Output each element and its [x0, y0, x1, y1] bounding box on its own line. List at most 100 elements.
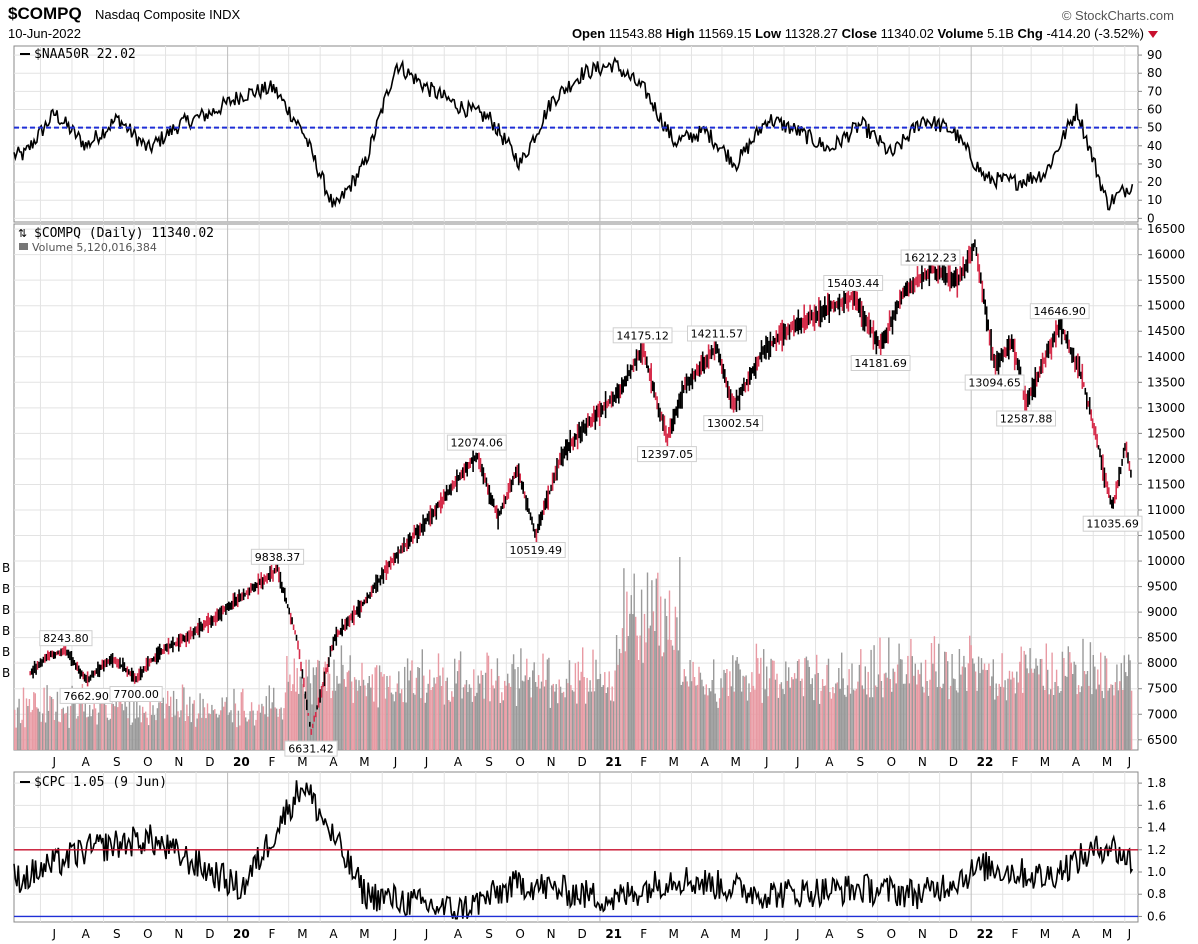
y-tick-label: 70 — [1147, 84, 1162, 98]
volume-bar — [682, 681, 684, 750]
volume-bar — [565, 678, 568, 750]
volume-bar — [381, 676, 384, 750]
volume-bar — [359, 685, 362, 750]
y-tick-label: 90 — [1147, 48, 1162, 62]
volume-bar — [352, 702, 354, 750]
volume-bar — [1019, 661, 1021, 750]
volume-bar — [571, 690, 574, 750]
y-tick-label: 50 — [1147, 121, 1162, 135]
volume-bar — [484, 672, 487, 750]
volume-bar — [196, 718, 198, 750]
x-tick-label: J — [764, 927, 769, 941]
volume-bar — [295, 691, 297, 750]
volume-bar — [999, 686, 1002, 750]
x-tick-label: A — [454, 927, 463, 941]
volume-bar — [252, 710, 254, 750]
volume-bar — [1029, 648, 1031, 750]
volume-bar — [218, 714, 220, 750]
volume-bar — [158, 702, 160, 750]
volume-bar — [498, 676, 500, 750]
y-tick-label: 1.6 — [1147, 798, 1166, 812]
volume-bar — [802, 696, 805, 750]
x-tick-label: 20 — [233, 755, 250, 769]
volume-bar — [180, 710, 182, 750]
open-label: Open — [571, 26, 606, 41]
volume-bar — [779, 684, 781, 750]
volume-bar — [733, 691, 735, 750]
volume-bar — [570, 685, 572, 750]
volume-bar — [517, 667, 519, 750]
volume-bar — [832, 687, 834, 750]
volume-bar — [595, 659, 597, 750]
volume-bar — [161, 703, 163, 750]
volume-bar — [399, 693, 401, 750]
volume-bar — [275, 708, 278, 750]
volume-bar — [886, 677, 888, 750]
volume-bar — [346, 672, 348, 750]
volume-bar — [373, 701, 375, 750]
volume-bar — [167, 690, 169, 750]
volume-bar — [745, 675, 747, 750]
volume-bar — [910, 638, 912, 750]
volume-bar — [1110, 684, 1112, 750]
volume-bar — [888, 637, 890, 750]
x-tick-label: 22 — [977, 927, 994, 941]
volume-bar — [740, 691, 743, 750]
volume-bar — [630, 595, 632, 750]
volume-bar — [546, 659, 549, 750]
volume-bar — [1095, 689, 1097, 750]
volume-bar — [580, 671, 582, 750]
volume-bar — [763, 649, 765, 750]
annotation-box — [703, 415, 764, 432]
x-tick-label: N — [918, 927, 927, 941]
volume-bar — [1016, 671, 1018, 750]
volume-bar — [820, 690, 822, 750]
volume-bar — [90, 716, 92, 750]
price-annotation: 9838.37 — [255, 551, 301, 564]
volume-bar — [58, 721, 60, 750]
x-tick-label: F — [640, 755, 647, 769]
volume-bar — [986, 670, 989, 750]
volume-bar — [961, 666, 964, 750]
volume-bar — [766, 666, 768, 750]
volume-bar — [880, 681, 883, 750]
x-tick-label: M — [359, 927, 369, 941]
x-tick-label: S — [485, 927, 493, 941]
volume-bar — [626, 591, 628, 750]
volume-bar — [150, 715, 153, 750]
volume-bar — [646, 572, 649, 750]
naa50r-legend: $NAA50R 22.02 — [34, 47, 136, 62]
volume-bar — [231, 722, 234, 750]
volume-legend: Volume 5,120,016,384 — [32, 241, 157, 254]
volume-bar — [764, 689, 766, 750]
volume-bar — [660, 596, 662, 750]
volume-bar — [967, 663, 969, 750]
volume-bar — [214, 709, 216, 750]
volume-bar — [395, 691, 397, 750]
volume-bar — [495, 680, 497, 750]
volume-bar — [72, 693, 75, 750]
volume-bar — [227, 715, 229, 750]
volume-bar — [676, 617, 678, 750]
volume-bar — [930, 643, 933, 750]
x-tick-label: N — [918, 755, 927, 769]
volume-bar — [1023, 650, 1025, 750]
volume-bar — [340, 645, 343, 750]
volume-bar — [476, 692, 478, 750]
volume-bar — [530, 697, 532, 750]
volume-bar — [248, 719, 250, 750]
x-tick-label: M — [1102, 755, 1112, 769]
volume-bar — [1050, 689, 1052, 750]
volume-bar — [270, 708, 272, 750]
volume-bar — [587, 691, 590, 750]
volume-bar — [258, 704, 260, 750]
volume-bar — [536, 686, 538, 750]
volume-bar — [1027, 673, 1030, 750]
x-tick-label: M — [731, 927, 741, 941]
volume-bar — [879, 637, 881, 750]
brand-link[interactable]: © StockCharts.com — [1061, 8, 1174, 23]
volume-bar — [891, 691, 893, 750]
volume-bar — [851, 663, 853, 750]
volume-bar — [988, 663, 990, 750]
